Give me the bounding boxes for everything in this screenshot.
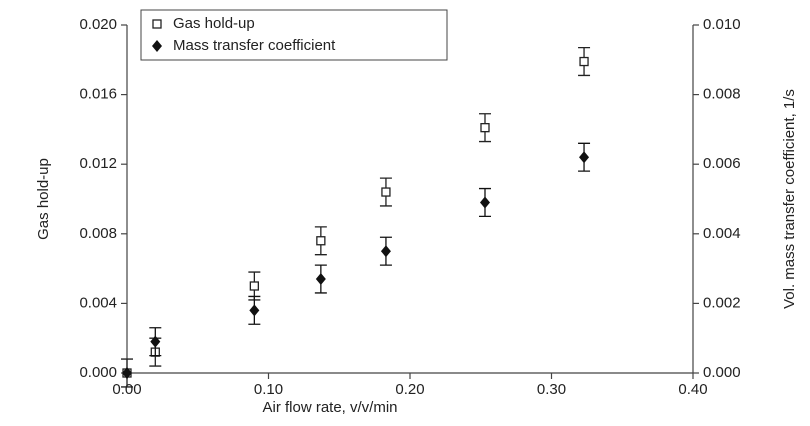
- marker: [579, 151, 590, 164]
- marker: [479, 196, 490, 209]
- marker: [316, 236, 326, 246]
- x-tick-label: 0.30: [537, 381, 566, 398]
- marker: [480, 123, 490, 133]
- marker: [150, 335, 161, 348]
- marker: [381, 187, 391, 197]
- y-tick-label: 0.000: [79, 364, 117, 381]
- y-tick-label: 0.008: [79, 225, 117, 242]
- x-tick-label: 0.00: [112, 381, 141, 398]
- y2-tick-label: 0.000: [703, 364, 741, 381]
- legend-label: Mass transfer coefficient: [173, 37, 336, 54]
- y-tick-label: 0.020: [79, 16, 117, 33]
- legend-box: [140, 9, 448, 61]
- marker: [249, 281, 260, 291]
- y-axis-label: Gas hold-up: [35, 158, 52, 240]
- y2-tick-label: 0.002: [703, 294, 741, 311]
- x-axis-label: Air flow rate, v/v/min: [262, 399, 397, 416]
- marker: [152, 19, 162, 29]
- y2-axis-label: Vol. mass transfer coefficient, 1/s: [781, 89, 798, 309]
- marker: [122, 367, 132, 379]
- y2-tick-label: 0.004: [703, 225, 741, 242]
- y2-tick-label: 0.008: [703, 86, 741, 103]
- y-tick-label: 0.016: [79, 86, 117, 103]
- x-tick-label: 0.40: [678, 381, 707, 398]
- x-tick-label: 0.10: [254, 381, 283, 398]
- marker: [249, 304, 260, 317]
- y-tick-label: 0.004: [79, 294, 117, 311]
- marker: [152, 40, 162, 52]
- y2-tick-label: 0.010: [703, 16, 741, 33]
- y2-tick-label: 0.006: [703, 155, 741, 172]
- marker: [380, 245, 391, 258]
- marker: [579, 56, 589, 67]
- legend-label: Gas hold-up: [173, 15, 255, 32]
- x-tick-label: 0.20: [395, 381, 424, 398]
- marker: [315, 273, 326, 286]
- y-tick-label: 0.012: [79, 155, 117, 172]
